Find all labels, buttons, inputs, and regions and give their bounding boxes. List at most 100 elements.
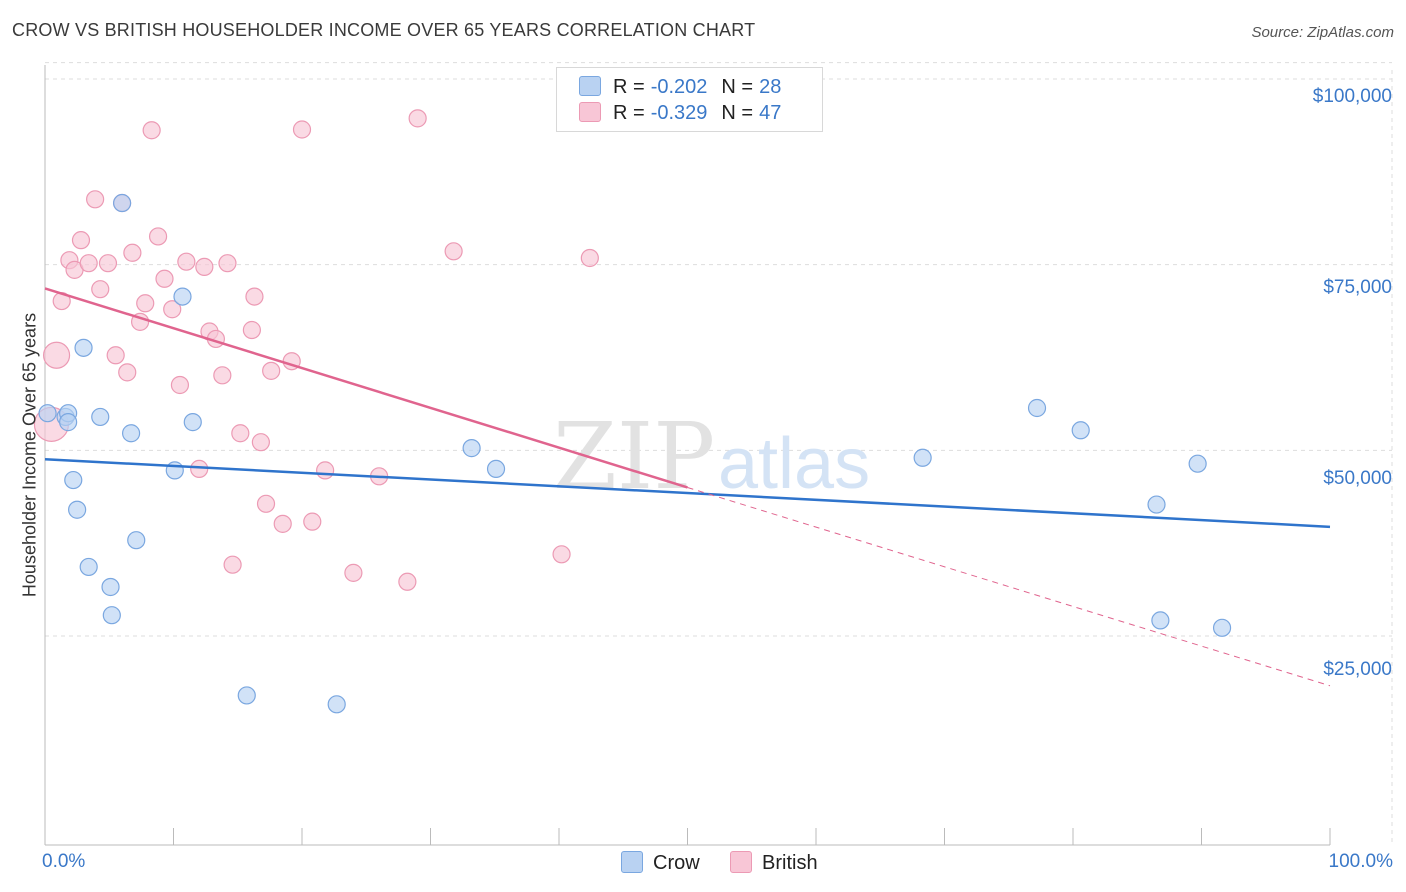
crow-point-20 bbox=[486, 459, 506, 478]
y-tick-label-25000: $25,000 bbox=[1323, 659, 1392, 680]
british-point-35 bbox=[273, 514, 292, 533]
crow-point-9 bbox=[101, 577, 120, 597]
british-point-45 bbox=[552, 545, 571, 564]
british-point-39 bbox=[316, 461, 335, 480]
crow-point-8 bbox=[91, 407, 110, 427]
british-point-8 bbox=[91, 280, 110, 299]
crow-point-27 bbox=[1212, 618, 1232, 637]
y-axis-label: Householder Income Over 65 years bbox=[19, 312, 40, 598]
crow-point-4 bbox=[64, 470, 83, 490]
y-tick-label-75000: $75,000 bbox=[1323, 277, 1392, 298]
grid-lines bbox=[45, 62, 1393, 845]
crow-point-23 bbox=[1071, 421, 1090, 440]
x-tick-label-max: 100.0% bbox=[1328, 851, 1393, 872]
british-point-21 bbox=[177, 252, 196, 271]
stats-legend: R = -0.202 N = 28 R = -0.329 N = 47 bbox=[556, 67, 823, 132]
british-point-42 bbox=[398, 572, 417, 591]
legend-row-british: R = -0.329 N = 47 bbox=[579, 102, 781, 126]
crow-point-11 bbox=[112, 193, 132, 213]
crow-swatch-icon bbox=[579, 76, 601, 96]
watermark-atlas: atlas bbox=[718, 424, 870, 504]
crow-point-22 bbox=[1027, 398, 1047, 418]
british-point-6 bbox=[79, 254, 98, 273]
crow-legend-icon bbox=[621, 851, 643, 873]
crow-points bbox=[38, 193, 1232, 714]
trend-lines bbox=[44, 287, 1331, 687]
crow-point-7 bbox=[79, 557, 98, 577]
british-point-34 bbox=[262, 361, 281, 380]
legend-n-label: N = bbox=[721, 102, 754, 124]
british-legend-label: British bbox=[762, 852, 818, 874]
chart-title: CROW VS BRITISH HOUSEHOLDER INCOME OVER … bbox=[12, 20, 756, 40]
british-trend-line-extension bbox=[687, 486, 1331, 687]
british-point-30 bbox=[242, 320, 261, 340]
crow-point-13 bbox=[127, 531, 146, 550]
british-point-43 bbox=[408, 109, 427, 128]
legend-r-value: -0.202 bbox=[650, 76, 708, 98]
crow-point-14 bbox=[165, 461, 184, 480]
british-points bbox=[33, 109, 599, 591]
crow-point-10 bbox=[102, 606, 121, 625]
crow-point-25 bbox=[1147, 495, 1166, 514]
british-point-46 bbox=[580, 248, 599, 268]
british-point-32 bbox=[251, 433, 270, 452]
crow-point-24 bbox=[1188, 454, 1207, 473]
y-tick-label-100000: $100,000 bbox=[1312, 86, 1392, 107]
crow-point-12 bbox=[121, 424, 141, 443]
british-point-5 bbox=[71, 231, 91, 250]
x-tick-label-min: 0.0% bbox=[42, 851, 86, 872]
legend-r-label: R = bbox=[613, 76, 645, 98]
british-point-20 bbox=[170, 375, 190, 395]
british-point-19 bbox=[163, 300, 182, 319]
crow-legend-label: Crow bbox=[653, 852, 700, 874]
british-point-31 bbox=[245, 287, 264, 306]
british-trend-line bbox=[44, 287, 688, 489]
british-point-17 bbox=[148, 227, 168, 246]
legend-r-label: R = bbox=[613, 102, 645, 124]
british-point-9 bbox=[98, 254, 118, 273]
crow-point-21 bbox=[913, 448, 932, 467]
british-point-18 bbox=[155, 269, 174, 288]
legend-n-label: N = bbox=[721, 76, 754, 98]
british-point-40 bbox=[344, 563, 363, 582]
y-tick-label-50000: $50,000 bbox=[1323, 468, 1392, 489]
legend-n-value: 47 bbox=[759, 102, 782, 124]
crow-point-17 bbox=[237, 686, 256, 705]
british-point-7 bbox=[86, 190, 105, 209]
crow-point-26 bbox=[1151, 611, 1170, 630]
crow-point-0 bbox=[38, 404, 57, 423]
british-point-10 bbox=[106, 346, 125, 365]
crow-point-3 bbox=[59, 413, 78, 432]
british-point-12 bbox=[118, 363, 137, 382]
british-point-1 bbox=[42, 341, 71, 369]
crow-point-5 bbox=[68, 500, 87, 519]
axes bbox=[44, 65, 1331, 846]
british-legend-icon bbox=[730, 851, 752, 873]
crow-point-15 bbox=[173, 287, 192, 306]
british-point-37 bbox=[292, 120, 312, 139]
source-label: Source: ZipAtlas.com bbox=[1251, 24, 1394, 41]
british-swatch-icon bbox=[579, 102, 601, 122]
british-point-28 bbox=[223, 555, 242, 574]
bottom-legend-british: British bbox=[730, 851, 818, 875]
legend-r-value: -0.329 bbox=[650, 102, 708, 124]
british-point-15 bbox=[136, 294, 155, 313]
crow-trend-line bbox=[44, 457, 1331, 529]
british-point-26 bbox=[213, 366, 232, 385]
british-point-23 bbox=[195, 257, 214, 276]
british-point-29 bbox=[231, 424, 250, 443]
british-point-13 bbox=[123, 243, 142, 262]
legend-row-crow: R = -0.202 N = 28 bbox=[579, 76, 781, 100]
british-point-44 bbox=[444, 242, 463, 261]
british-point-27 bbox=[218, 254, 237, 273]
crow-point-16 bbox=[183, 413, 202, 432]
crow-point-18 bbox=[327, 695, 346, 714]
bottom-legend-crow: Crow bbox=[621, 851, 700, 875]
crow-point-19 bbox=[462, 439, 481, 458]
legend-n-value: 28 bbox=[759, 76, 782, 98]
crow-point-6 bbox=[74, 338, 93, 357]
british-point-38 bbox=[303, 512, 322, 531]
british-point-16 bbox=[142, 121, 161, 140]
british-point-33 bbox=[256, 494, 276, 513]
